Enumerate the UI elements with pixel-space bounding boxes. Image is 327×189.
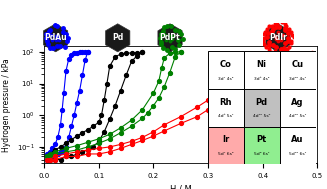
Text: 4d¹⁰ 5s¹: 4d¹⁰ 5s¹ (289, 114, 306, 119)
FancyBboxPatch shape (208, 89, 244, 127)
Text: 5d⁷ 6s²: 5d⁷ 6s² (218, 152, 233, 156)
Text: PdAu: PdAu (44, 33, 67, 42)
Text: Cu: Cu (291, 60, 304, 69)
Text: Au: Au (291, 135, 304, 144)
FancyBboxPatch shape (208, 51, 244, 89)
FancyBboxPatch shape (244, 89, 280, 127)
FancyBboxPatch shape (280, 89, 316, 127)
Text: 3d⁷ 4s²: 3d⁷ 4s² (218, 77, 233, 81)
Text: Co: Co (220, 60, 232, 69)
Text: 5d⁹ 6s¹: 5d⁹ 6s¹ (254, 152, 269, 156)
Polygon shape (158, 24, 182, 52)
Text: Pd: Pd (112, 33, 123, 42)
Y-axis label: Hydrogen pressure / kPa: Hydrogen pressure / kPa (2, 58, 11, 152)
Text: 3d¹⁰ 4s¹: 3d¹⁰ 4s¹ (289, 77, 306, 81)
Text: PdIr: PdIr (269, 33, 287, 42)
Text: Ag: Ag (291, 98, 304, 107)
Text: Ni: Ni (257, 60, 267, 69)
Text: Pd: Pd (255, 98, 268, 107)
Text: 3d⁸ 4s²: 3d⁸ 4s² (254, 77, 269, 81)
Text: PdPt: PdPt (160, 33, 181, 42)
X-axis label: H / M: H / M (170, 185, 192, 189)
Text: Rh: Rh (219, 98, 232, 107)
FancyBboxPatch shape (208, 127, 244, 164)
Text: Pt: Pt (256, 135, 267, 144)
Text: 4d⁸ 5s¹: 4d⁸ 5s¹ (218, 114, 233, 119)
Text: Ir: Ir (222, 135, 229, 144)
Text: 5d¹⁰ 6s¹: 5d¹⁰ 6s¹ (289, 152, 306, 156)
FancyBboxPatch shape (280, 51, 316, 89)
FancyBboxPatch shape (244, 51, 280, 89)
Polygon shape (43, 24, 68, 52)
Text: 4d¹⁰ 5s⁰: 4d¹⁰ 5s⁰ (253, 114, 270, 119)
FancyBboxPatch shape (244, 127, 280, 164)
Polygon shape (266, 24, 290, 52)
Polygon shape (106, 24, 130, 52)
FancyBboxPatch shape (280, 127, 316, 164)
